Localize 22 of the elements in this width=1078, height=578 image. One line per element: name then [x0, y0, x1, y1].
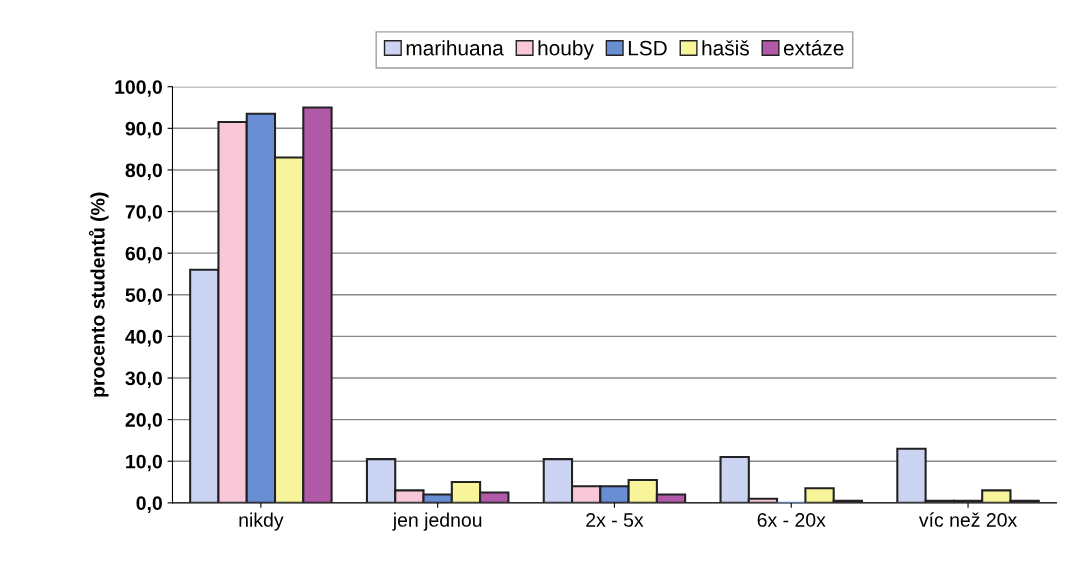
legend-label: marihuana — [406, 40, 504, 56]
legend-label: extáze — [783, 39, 844, 56]
legend-label: houby — [538, 40, 594, 60]
x-tick-label: 2x - 5x — [586, 513, 644, 527]
y-axis-title: procento studentů (%) — [88, 192, 109, 397]
legend-label: LSD — [628, 40, 667, 56]
y-tick-label: 0,0 — [136, 496, 162, 513]
y-tick-label: 70,0 — [125, 205, 162, 222]
x-tick-label: 6x - 20x — [757, 513, 826, 527]
x-tick-label: nikdy — [239, 512, 284, 531]
x-tick-label: víc než 20x — [918, 512, 1018, 527]
x-tick-label: jen jednou — [392, 512, 482, 531]
y-tick-label: 60,0 — [125, 246, 162, 264]
y-tick-label: 40,0 — [125, 329, 162, 347]
y-tick-label: 90,0 — [125, 121, 162, 139]
y-tick-label: 100,0 — [115, 80, 162, 97]
legend-label: hašiš — [702, 40, 749, 56]
y-tick-label: 30,0 — [125, 371, 162, 389]
y-tick-label: 20,0 — [125, 413, 162, 430]
y-tick-label: 10,0 — [126, 454, 162, 472]
y-tick-label: 80,0 — [125, 163, 162, 180]
y-tick-label: 50,0 — [125, 288, 162, 305]
